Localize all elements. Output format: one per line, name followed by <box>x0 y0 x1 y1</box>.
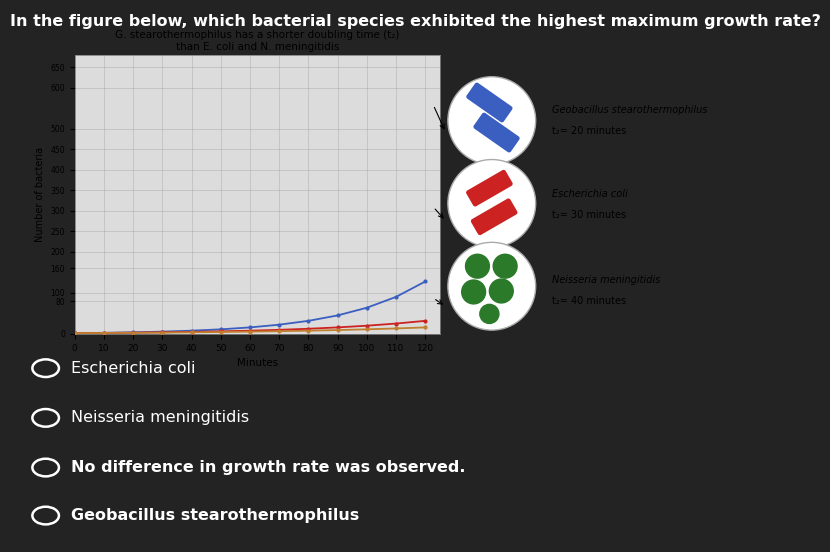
Circle shape <box>448 160 535 247</box>
Text: t₂= 20 minutes: t₂= 20 minutes <box>552 126 626 136</box>
Text: t₂= 40 minutes: t₂= 40 minutes <box>552 296 626 306</box>
Circle shape <box>493 254 517 278</box>
Title: G. stearothermophilus has a shorter doubling time (t₂)
than E. coli and N. menin: G. stearothermophilus has a shorter doub… <box>115 30 399 52</box>
X-axis label: Minutes: Minutes <box>237 358 278 368</box>
Circle shape <box>461 280 486 304</box>
Circle shape <box>448 77 535 164</box>
Circle shape <box>448 242 535 330</box>
FancyBboxPatch shape <box>466 82 513 123</box>
Text: Escherichia coli: Escherichia coli <box>71 360 195 376</box>
Text: Neisseria meningitidis: Neisseria meningitidis <box>552 275 661 285</box>
Text: Neisseria meningitidis: Neisseria meningitidis <box>71 410 249 426</box>
FancyBboxPatch shape <box>473 113 520 152</box>
Text: No difference in growth rate was observed.: No difference in growth rate was observe… <box>71 460 465 475</box>
FancyBboxPatch shape <box>471 198 518 235</box>
Text: t₂= 30 minutes: t₂= 30 minutes <box>552 210 626 220</box>
Y-axis label: Number of bacteria: Number of bacteria <box>35 147 45 242</box>
Circle shape <box>480 304 499 323</box>
FancyBboxPatch shape <box>466 169 513 206</box>
Text: In the figure below, which bacterial species exhibited the highest maximum growt: In the figure below, which bacterial spe… <box>10 14 820 29</box>
Text: Escherichia coli: Escherichia coli <box>552 189 627 199</box>
Circle shape <box>466 254 490 278</box>
Text: Geobacillus stearothermophilus: Geobacillus stearothermophilus <box>71 508 359 523</box>
Text: Geobacillus stearothermophilus: Geobacillus stearothermophilus <box>552 105 707 115</box>
Circle shape <box>490 279 513 303</box>
